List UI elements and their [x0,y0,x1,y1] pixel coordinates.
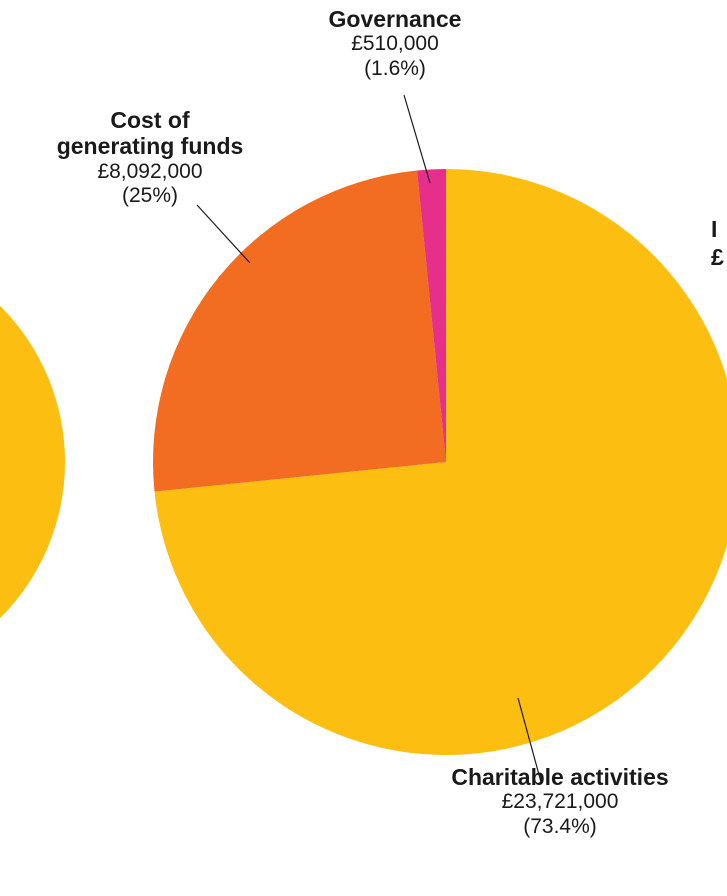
leader-line-governance [403,94,431,184]
leader-line-cost [196,204,251,264]
left-pie-slice [0,305,65,619]
label-charitable-percent: (73.4%) [523,814,597,838]
label-cost-of-generating-funds: Cost of generating funds £8,092,000 (25%… [30,107,270,208]
label-charitable-name: Charitable activities [451,764,669,790]
label-cost-name-line1: Cost of [110,107,190,133]
pie-slice-charitable-activities [154,169,727,755]
pie-slices [153,169,727,755]
label-charitable-value: £23,721,000 [501,790,619,814]
label-governance-percent: (1.6%) [364,56,426,80]
clipped-label-line1: I [711,216,718,242]
label-governance: Governance £510,000 (1.6%) [295,6,495,81]
pie-slice-governance [417,169,446,462]
label-governance-value: £510,000 [351,32,439,56]
label-cost-name-line2: generating funds [56,133,244,160]
label-charitable-activities: Charitable activities £23,721,000 (73.4%… [395,764,725,839]
clipped-label-line2: £ [711,244,724,270]
label-governance-name: Governance [328,6,462,32]
left-pie-partial [0,305,65,619]
label-cost-percent: (25%) [121,184,179,208]
leader-line-charitable [517,697,542,783]
leader-lines [196,94,542,783]
label-cost-value: £8,092,000 [97,159,203,183]
pie-slice-cost-of-generating-funds [153,170,447,492]
